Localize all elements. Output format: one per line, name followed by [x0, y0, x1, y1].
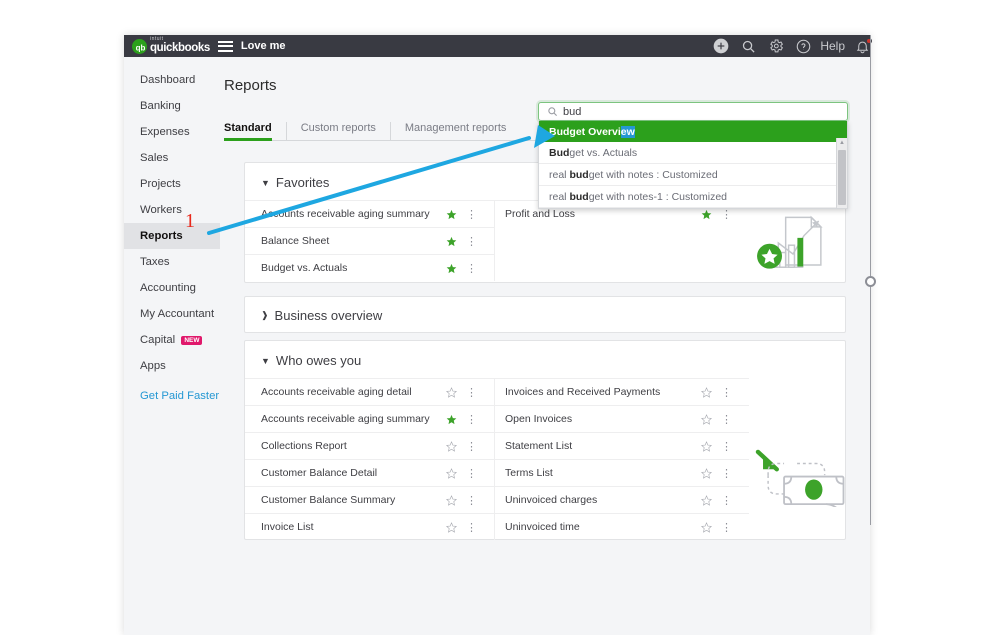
svg-text:qb: qb — [136, 43, 146, 52]
